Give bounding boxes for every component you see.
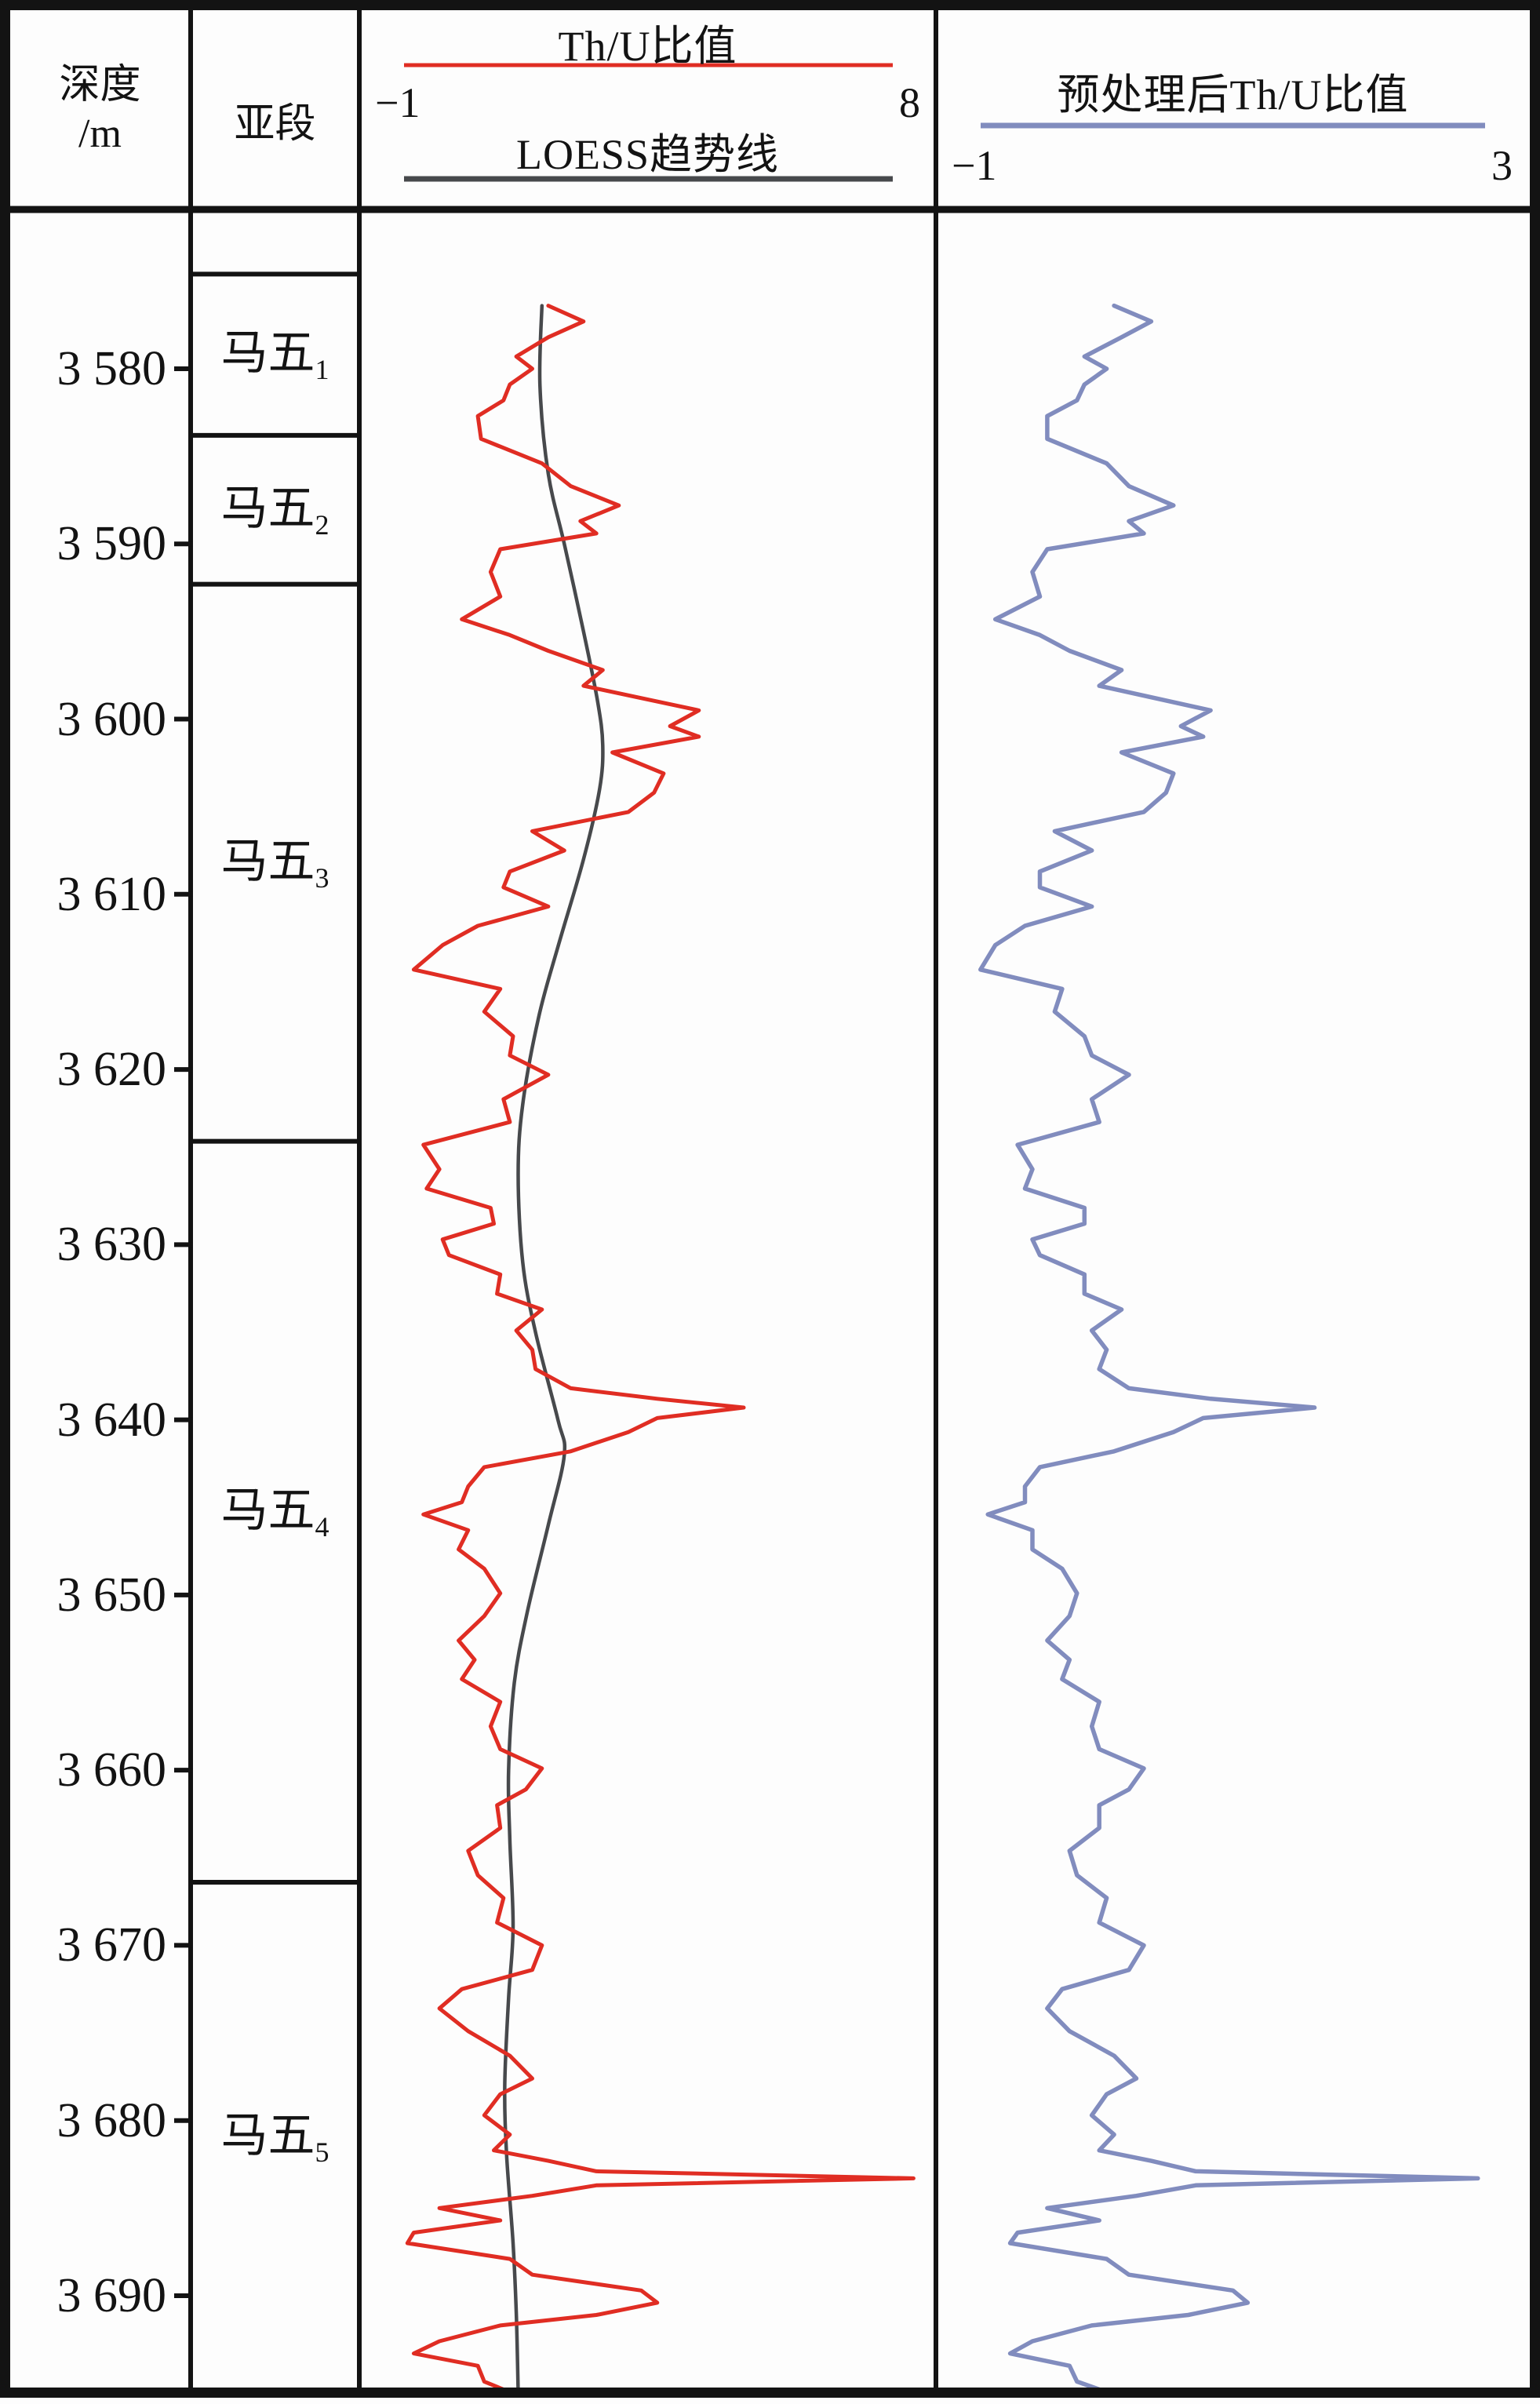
zone-column-header: 亚段 xyxy=(234,102,316,147)
thu-curve xyxy=(405,304,916,2391)
zone-label: 马五5 xyxy=(193,2107,357,2166)
track2-max-label: 3 xyxy=(1491,142,1513,189)
zone-label-text: 马五 xyxy=(220,2110,315,2162)
zone-label: 马五1 xyxy=(193,325,357,384)
zone-label-text: 马五 xyxy=(220,483,315,534)
depth-column-header: 深度 /m xyxy=(9,61,191,158)
depth-tick-label: 3 670 xyxy=(56,1918,167,1972)
depth-tick-label: 3 630 xyxy=(56,1218,167,1271)
zone-label-subscript: 1 xyxy=(315,354,329,385)
depth-tick-label: 3 650 xyxy=(56,1568,167,1622)
track1-title: Th/U比值 xyxy=(558,23,737,70)
track1-min-label: −1 xyxy=(375,79,420,126)
track1-max-label: 8 xyxy=(899,79,920,126)
zone-label-subscript: 4 xyxy=(315,1511,329,1543)
track2-min-label: −1 xyxy=(952,142,997,189)
track2-title: 预处理后Th/U比值 xyxy=(1057,71,1409,118)
zone-label-text: 马五 xyxy=(220,327,315,379)
zone-label-text: 马五 xyxy=(220,836,315,887)
depth-tick-label: 3 640 xyxy=(56,1393,167,1447)
zone-label-text: 马五 xyxy=(220,1484,315,1536)
depth-tick-label: 3 610 xyxy=(56,868,167,921)
zone-label: 马五3 xyxy=(193,833,357,892)
depth-tick-label: 3 690 xyxy=(56,2269,167,2322)
preprocessed-curve xyxy=(978,303,1480,2391)
zone-label-subscript: 5 xyxy=(315,2136,329,2168)
depth-tick-label: 3 620 xyxy=(56,1043,167,1096)
depth-tick-label: 3 680 xyxy=(56,2094,167,2147)
loess-legend-label: LOESS趋势线 xyxy=(515,131,780,178)
zone-label: 马五4 xyxy=(193,1482,357,1541)
loess-curve xyxy=(503,304,605,2391)
depth-tick-label: 3 660 xyxy=(56,1743,167,1797)
zone-label: 马五2 xyxy=(193,480,357,539)
depth-tick-label: 3 580 xyxy=(56,342,167,395)
depth-tick-label: 3 590 xyxy=(56,517,167,570)
depth-title: 深度 xyxy=(59,63,141,107)
depth-tick-label: 3 600 xyxy=(56,693,167,746)
zone-label-subscript: 3 xyxy=(315,862,329,894)
depth-unit: /m xyxy=(78,111,122,156)
zone-label-subscript: 2 xyxy=(315,509,329,541)
